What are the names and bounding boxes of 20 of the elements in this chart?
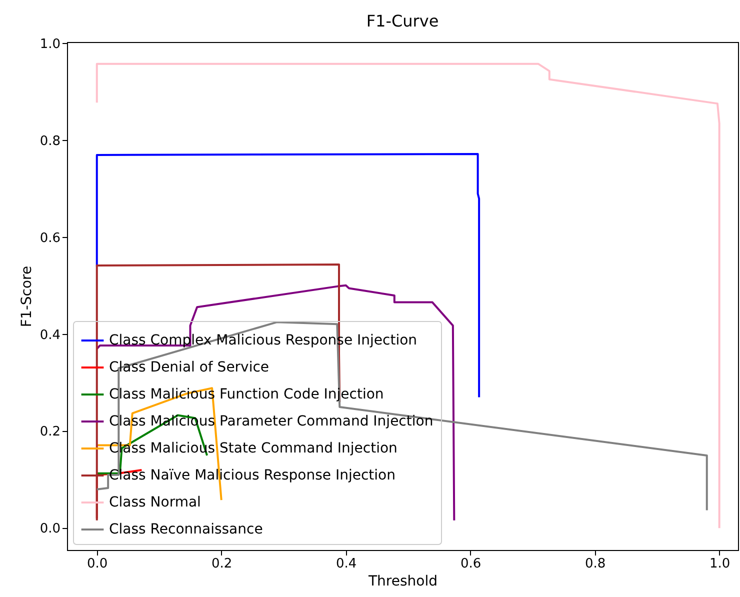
x-tick-label: 0.2 [212,556,232,572]
chart-title: F1-Curve [366,11,439,30]
y-tick-label: 1.0 [40,36,60,52]
x-tick-label: 0.0 [87,556,108,572]
y-tick-label: 0.8 [40,134,60,149]
y-tick-label: 0.0 [40,522,60,537]
legend-label: Class Denial of Service [109,360,270,376]
y-axis-title: F1-Score [18,266,35,328]
x-tick-label: 0.8 [584,556,606,572]
y-tick-label: 0.4 [40,328,60,343]
x-tick-label: 0.4 [336,556,357,572]
legend-label: Class Normal [109,494,201,510]
line-series [96,321,708,512]
y-tick-label: 0.2 [40,424,60,440]
y-tick-label: 0.6 [40,230,60,246]
x-tick-label: 1.0 [709,556,730,572]
x-axis-title: Threshold [368,574,438,590]
x-tick-label: 0.6 [460,556,482,572]
line-series [96,284,456,522]
legend-label: Class Reconnaissance [109,522,263,538]
